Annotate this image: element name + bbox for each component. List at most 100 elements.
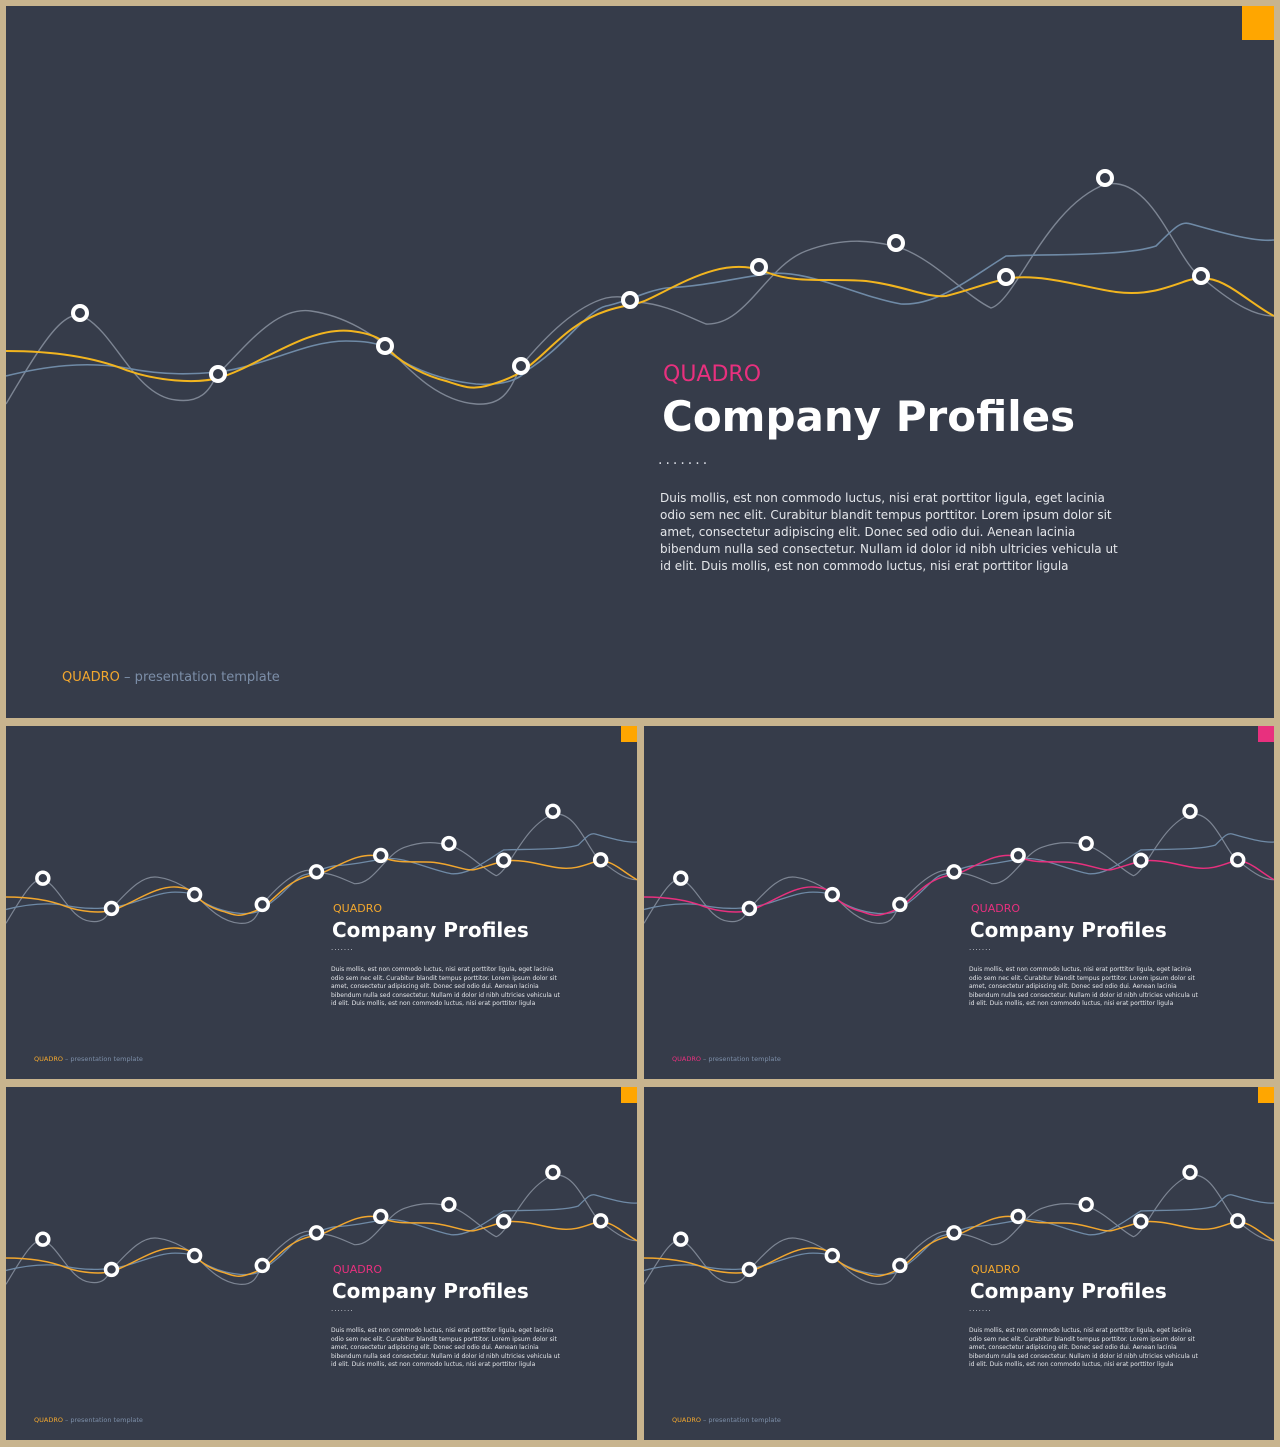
body-paragraph: Duis mollis, est non commodo luctus, nis… — [331, 1327, 560, 1368]
wave-lines-graphic — [6, 169, 1274, 405]
wave-point-marker — [741, 900, 758, 917]
wave-point-marker — [103, 1261, 120, 1278]
grey-wave-line — [6, 183, 1274, 405]
wave-point-marker — [946, 1225, 962, 1241]
blue-wave-line — [6, 222, 1274, 386]
grey-wave-line — [6, 1174, 637, 1285]
wave-point-marker — [71, 304, 89, 322]
wave-lines-graphic — [6, 803, 637, 924]
blue-wave-line — [644, 833, 1274, 915]
blue-wave-line — [6, 833, 637, 915]
wave-point-marker — [1182, 1164, 1198, 1180]
slide-title: Company Profiles — [332, 918, 529, 942]
corner-square — [1242, 6, 1274, 40]
wave-point-marker — [186, 886, 203, 903]
brand-label: QUADRO — [971, 1263, 1021, 1276]
dotted-divider: ....... — [331, 1305, 354, 1313]
wave-point-marker — [1230, 852, 1246, 868]
wave-point-marker — [308, 1225, 325, 1241]
wave-point-marker — [254, 896, 270, 913]
wave-point-marker — [892, 1257, 908, 1274]
brand-label: QUADRO — [971, 902, 1021, 915]
footer-brand: QUADRO — [62, 670, 120, 685]
corner-square — [1258, 1087, 1274, 1103]
body-paragraph: Duis mollis, est non commodo luctus, nis… — [969, 966, 1198, 1007]
slide-thumbnail-1[interactable]: QUADRO Company Profiles ....... Duis mol… — [6, 726, 637, 1079]
footer-label: QUADRO – presentation template — [34, 1055, 143, 1063]
wave-point-marker — [1230, 1213, 1246, 1229]
brand-label: QUADRO — [333, 1263, 383, 1276]
slide-main[interactable]: QUADRO Company Profiles ....... Duis mol… — [6, 6, 1274, 718]
dotted-divider: ....... — [969, 944, 992, 952]
accent-wave-line — [6, 265, 1274, 389]
wave-point-marker — [1133, 852, 1149, 869]
footer-label: QUADRO – presentation template — [672, 1055, 781, 1063]
footer-brand: QUADRO — [672, 1055, 701, 1063]
wave-point-marker — [621, 291, 639, 309]
corner-square — [621, 726, 637, 742]
body-paragraph: Duis mollis, est non commodo luctus, nis… — [969, 1327, 1198, 1368]
footer-text: – presentation template — [700, 1416, 781, 1424]
footer-brand: QUADRO — [672, 1416, 701, 1424]
footer-brand: QUADRO — [34, 1055, 63, 1063]
wave-point-marker — [1010, 1208, 1026, 1225]
wave-point-marker — [495, 852, 512, 869]
wave-lines-graphic — [644, 1164, 1274, 1285]
slide-thumbnail-4[interactable]: QUADRO Company Profiles ....... Duis mol… — [644, 1087, 1274, 1440]
wave-point-marker — [1182, 803, 1198, 819]
wave-point-marker — [254, 1257, 270, 1274]
wave-point-marker — [103, 900, 120, 917]
wave-point-marker — [824, 1247, 841, 1264]
slide-thumbnail-2[interactable]: QUADRO Company Profiles ....... Duis mol… — [644, 726, 1274, 1079]
wave-point-marker — [512, 357, 530, 375]
wave-point-marker — [1078, 1196, 1094, 1213]
slide-title: Company Profiles — [332, 1279, 529, 1303]
wave-point-marker — [545, 1164, 561, 1180]
accent-wave-line — [644, 854, 1274, 916]
wave-point-marker — [35, 870, 51, 886]
footer-text: – presentation template — [62, 1416, 143, 1424]
wave-point-marker — [186, 1247, 203, 1264]
footer-label: QUADRO – presentation template — [672, 1416, 781, 1424]
corner-square — [1258, 726, 1274, 742]
wave-point-marker — [892, 896, 908, 913]
footer-label: QUADRO – presentation template — [62, 670, 280, 685]
footer-brand: QUADRO — [34, 1416, 63, 1424]
blue-wave-line — [644, 1194, 1274, 1276]
footer-text: – presentation template — [119, 670, 280, 685]
wave-point-marker — [545, 803, 561, 819]
slide-thumbnail-3[interactable]: QUADRO Company Profiles ....... Duis mol… — [6, 1087, 637, 1440]
wave-point-marker — [1078, 835, 1094, 852]
wave-point-marker — [209, 365, 227, 383]
wave-point-marker — [373, 847, 389, 864]
grey-wave-line — [644, 813, 1274, 924]
wave-point-marker — [1096, 169, 1114, 187]
brand-label: QUADRO — [663, 362, 762, 387]
wave-point-marker — [750, 258, 768, 276]
wave-point-marker — [741, 1261, 758, 1278]
wave-point-marker — [35, 1231, 51, 1247]
brand-label: QUADRO — [333, 902, 383, 915]
slide-title: Company Profiles — [970, 918, 1167, 942]
dotted-divider: ....... — [969, 1305, 992, 1313]
slide-title: Company Profiles — [662, 392, 1076, 441]
wave-point-marker — [373, 1208, 389, 1225]
wave-lines-graphic — [6, 1164, 637, 1285]
wave-point-marker — [441, 835, 457, 852]
wave-point-marker — [308, 864, 325, 880]
wave-point-marker — [1192, 267, 1210, 285]
wave-point-marker — [1133, 1213, 1149, 1230]
wave-point-marker — [441, 1196, 457, 1213]
dotted-divider: ....... — [658, 452, 711, 468]
footer-text: – presentation template — [700, 1055, 781, 1063]
accent-wave-line — [6, 1215, 637, 1277]
blue-wave-line — [6, 1194, 637, 1276]
body-paragraph: Duis mollis, est non commodo luctus, nis… — [331, 966, 560, 1007]
wave-point-marker — [376, 337, 394, 355]
body-paragraph: Duis mollis, est non commodo luctus, nis… — [660, 491, 1118, 573]
wave-lines-graphic — [644, 803, 1274, 924]
footer-text: – presentation template — [62, 1055, 143, 1063]
wave-point-marker — [495, 1213, 512, 1230]
corner-square — [621, 1087, 637, 1103]
wave-point-marker — [1010, 847, 1026, 864]
